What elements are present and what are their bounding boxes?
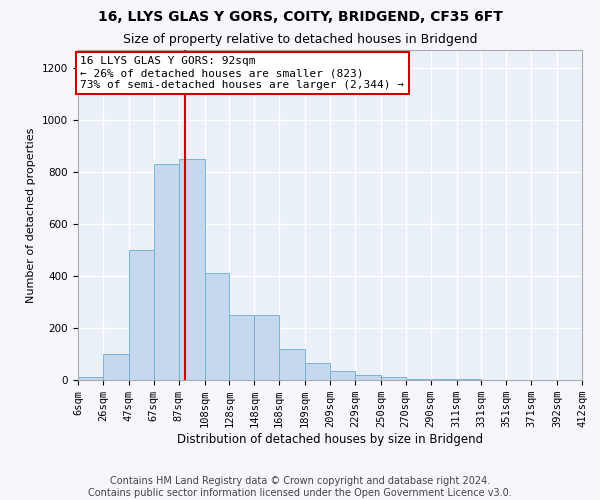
X-axis label: Distribution of detached houses by size in Bridgend: Distribution of detached houses by size …	[177, 433, 483, 446]
Bar	[205, 274, 229, 380]
Bar	[179, 159, 205, 380]
Text: Contains HM Land Registry data © Crown copyright and database right 2024.
Contai: Contains HM Land Registry data © Crown c…	[88, 476, 512, 498]
Bar	[229, 315, 254, 380]
Bar	[381, 378, 406, 380]
Bar	[305, 363, 330, 380]
Bar	[406, 378, 431, 380]
Text: Size of property relative to detached houses in Bridgend: Size of property relative to detached ho…	[123, 32, 477, 46]
Bar	[129, 250, 154, 380]
Text: 16 LLYS GLAS Y GORS: 92sqm
← 26% of detached houses are smaller (823)
73% of sem: 16 LLYS GLAS Y GORS: 92sqm ← 26% of deta…	[80, 56, 404, 90]
Bar	[330, 371, 355, 380]
Bar	[103, 354, 129, 380]
Bar	[431, 378, 457, 380]
Bar	[279, 349, 305, 380]
Y-axis label: Number of detached properties: Number of detached properties	[26, 128, 37, 302]
Text: 16, LLYS GLAS Y GORS, COITY, BRIDGEND, CF35 6FT: 16, LLYS GLAS Y GORS, COITY, BRIDGEND, C…	[98, 10, 502, 24]
Bar	[254, 315, 279, 380]
Bar	[78, 378, 103, 380]
Bar	[154, 164, 179, 380]
Bar	[355, 375, 381, 380]
